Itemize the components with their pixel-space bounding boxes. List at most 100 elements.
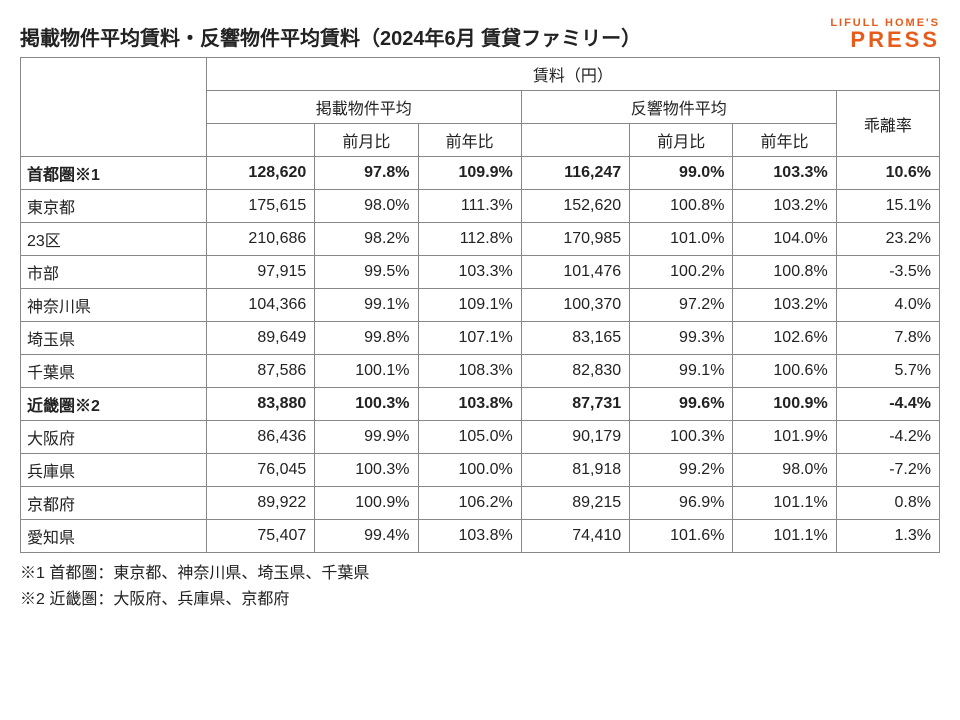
listed-value: 86,436	[206, 421, 314, 454]
listed-yoy: 100.0%	[418, 454, 521, 487]
brand-bottom: PRESS	[830, 29, 940, 51]
deviation: -7.2%	[836, 454, 939, 487]
table-row: 近畿圏※283,880100.3%103.8%87,73199.6%100.9%…	[21, 388, 940, 421]
region-label: 近畿圏※2	[21, 388, 207, 421]
th-listed-mom: 前月比	[315, 124, 418, 157]
response-mom: 99.1%	[630, 355, 733, 388]
response-yoy: 101.1%	[733, 487, 836, 520]
response-value: 152,620	[521, 190, 629, 223]
table-row: 埼玉県89,64999.8%107.1%83,16599.3%102.6%7.8…	[21, 322, 940, 355]
table-row: 兵庫県76,045100.3%100.0%81,91899.2%98.0%-7.…	[21, 454, 940, 487]
listed-yoy: 109.9%	[418, 157, 521, 190]
table-body: 首都圏※1128,62097.8%109.9%116,24799.0%103.3…	[21, 157, 940, 553]
response-mom: 96.9%	[630, 487, 733, 520]
th-super: 賃料（円）	[206, 58, 939, 91]
listed-mom: 100.9%	[315, 487, 418, 520]
listed-value: 97,915	[206, 256, 314, 289]
response-mom: 99.2%	[630, 454, 733, 487]
listed-value: 175,615	[206, 190, 314, 223]
response-value: 87,731	[521, 388, 629, 421]
region-label: 京都府	[21, 487, 207, 520]
table-row: 市部97,91599.5%103.3%101,476100.2%100.8%-3…	[21, 256, 940, 289]
response-value: 101,476	[521, 256, 629, 289]
response-value: 170,985	[521, 223, 629, 256]
response-value: 81,918	[521, 454, 629, 487]
listed-value: 75,407	[206, 520, 314, 553]
listed-mom: 99.9%	[315, 421, 418, 454]
th-response-yoy: 前年比	[733, 124, 836, 157]
region-label: 市部	[21, 256, 207, 289]
listed-value: 87,586	[206, 355, 314, 388]
th-listed-group: 掲載物件平均	[206, 91, 521, 124]
response-mom: 100.2%	[630, 256, 733, 289]
listed-yoy: 105.0%	[418, 421, 521, 454]
deviation: 0.8%	[836, 487, 939, 520]
deviation: 4.0%	[836, 289, 939, 322]
th-region	[21, 58, 207, 157]
th-response-group: 反響物件平均	[521, 91, 836, 124]
response-yoy: 102.6%	[733, 322, 836, 355]
deviation: 15.1%	[836, 190, 939, 223]
listed-yoy: 112.8%	[418, 223, 521, 256]
listed-value: 83,880	[206, 388, 314, 421]
deviation: 7.8%	[836, 322, 939, 355]
listed-mom: 98.2%	[315, 223, 418, 256]
page-title: 掲載物件平均賃料・反響物件平均賃料（2024年6月 賃貸ファミリー）	[20, 22, 641, 51]
table-head: 賃料（円） 掲載物件平均 反響物件平均 乖離率 前月比 前年比 前月比 前年比	[21, 58, 940, 157]
listed-value: 104,366	[206, 289, 314, 322]
response-yoy: 103.2%	[733, 190, 836, 223]
response-value: 89,215	[521, 487, 629, 520]
footnote-1: ※1 首都圏：東京都、神奈川県、埼玉県、千葉県	[20, 559, 940, 583]
listed-mom: 99.5%	[315, 256, 418, 289]
table-row: 東京都175,61598.0%111.3%152,620100.8%103.2%…	[21, 190, 940, 223]
listed-yoy: 106.2%	[418, 487, 521, 520]
response-value: 74,410	[521, 520, 629, 553]
deviation: 5.7%	[836, 355, 939, 388]
th-response-value	[521, 124, 629, 157]
region-label: 千葉県	[21, 355, 207, 388]
th-response-mom: 前月比	[630, 124, 733, 157]
listed-value: 76,045	[206, 454, 314, 487]
listed-value: 89,922	[206, 487, 314, 520]
listed-yoy: 103.8%	[418, 520, 521, 553]
deviation: -3.5%	[836, 256, 939, 289]
footnote-2: ※2 近畿圏：大阪府、兵庫県、京都府	[20, 585, 940, 609]
region-label: 23区	[21, 223, 207, 256]
deviation: 23.2%	[836, 223, 939, 256]
response-mom: 97.2%	[630, 289, 733, 322]
listed-mom: 99.8%	[315, 322, 418, 355]
response-mom: 99.6%	[630, 388, 733, 421]
region-label: 首都圏※1	[21, 157, 207, 190]
deviation: 10.6%	[836, 157, 939, 190]
deviation: -4.4%	[836, 388, 939, 421]
region-label: 愛知県	[21, 520, 207, 553]
response-value: 82,830	[521, 355, 629, 388]
response-yoy: 100.6%	[733, 355, 836, 388]
listed-mom: 100.3%	[315, 388, 418, 421]
listed-mom: 100.1%	[315, 355, 418, 388]
listed-yoy: 108.3%	[418, 355, 521, 388]
table-row: 京都府89,922100.9%106.2%89,21596.9%101.1%0.…	[21, 487, 940, 520]
table-row: 千葉県87,586100.1%108.3%82,83099.1%100.6%5.…	[21, 355, 940, 388]
listed-mom: 99.1%	[315, 289, 418, 322]
th-dev: 乖離率	[836, 91, 939, 157]
table-row: 愛知県75,40799.4%103.8%74,410101.6%101.1%1.…	[21, 520, 940, 553]
deviation: -4.2%	[836, 421, 939, 454]
region-label: 埼玉県	[21, 322, 207, 355]
listed-value: 89,649	[206, 322, 314, 355]
listed-mom: 97.8%	[315, 157, 418, 190]
th-listed-value	[206, 124, 314, 157]
table-row: 神奈川県104,36699.1%109.1%100,37097.2%103.2%…	[21, 289, 940, 322]
listed-yoy: 111.3%	[418, 190, 521, 223]
footnotes: ※1 首都圏：東京都、神奈川県、埼玉県、千葉県 ※2 近畿圏：大阪府、兵庫県、京…	[20, 559, 940, 609]
response-yoy: 101.9%	[733, 421, 836, 454]
region-label: 神奈川県	[21, 289, 207, 322]
table-row: 首都圏※1128,62097.8%109.9%116,24799.0%103.3…	[21, 157, 940, 190]
response-value: 83,165	[521, 322, 629, 355]
region-label: 大阪府	[21, 421, 207, 454]
listed-yoy: 103.8%	[418, 388, 521, 421]
response-yoy: 101.1%	[733, 520, 836, 553]
deviation: 1.3%	[836, 520, 939, 553]
response-mom: 100.3%	[630, 421, 733, 454]
header-row: 掲載物件平均賃料・反響物件平均賃料（2024年6月 賃貸ファミリー） LIFUL…	[20, 18, 940, 51]
